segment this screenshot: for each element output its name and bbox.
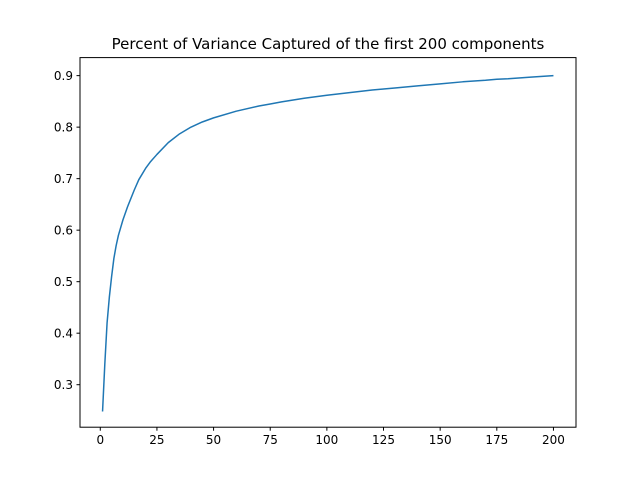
x-tick-label: 125 bbox=[372, 433, 395, 447]
y-tick-label: 0.5 bbox=[54, 275, 73, 289]
y-tick-label: 0.4 bbox=[54, 326, 73, 340]
x-tick-label: 150 bbox=[429, 433, 452, 447]
chart-title: Percent of Variance Captured of the firs… bbox=[112, 35, 545, 53]
y-tick-label: 0.6 bbox=[54, 223, 73, 237]
x-tick-label: 200 bbox=[542, 433, 565, 447]
axes-frame bbox=[79, 57, 577, 428]
x-tick-label: 175 bbox=[485, 433, 508, 447]
x-tick-label: 0 bbox=[96, 433, 104, 447]
y-tick-label: 0.8 bbox=[54, 120, 73, 134]
y-tick-label: 0.3 bbox=[54, 378, 73, 392]
x-tick-label: 50 bbox=[206, 433, 221, 447]
x-tick-label: 75 bbox=[263, 433, 278, 447]
y-tick-label: 0.9 bbox=[54, 69, 73, 83]
plot-area bbox=[101, 74, 554, 412]
y-tick-label: 0.7 bbox=[54, 172, 73, 186]
x-tick-label: 25 bbox=[149, 433, 164, 447]
x-tick-label: 100 bbox=[315, 433, 338, 447]
series-line-0 bbox=[101, 74, 554, 412]
axes-ticks: 0 25 50 75 100 125 150 175 200 0.3 0.4 0.5 0.6 0.7 0.8… bbox=[54, 69, 565, 447]
